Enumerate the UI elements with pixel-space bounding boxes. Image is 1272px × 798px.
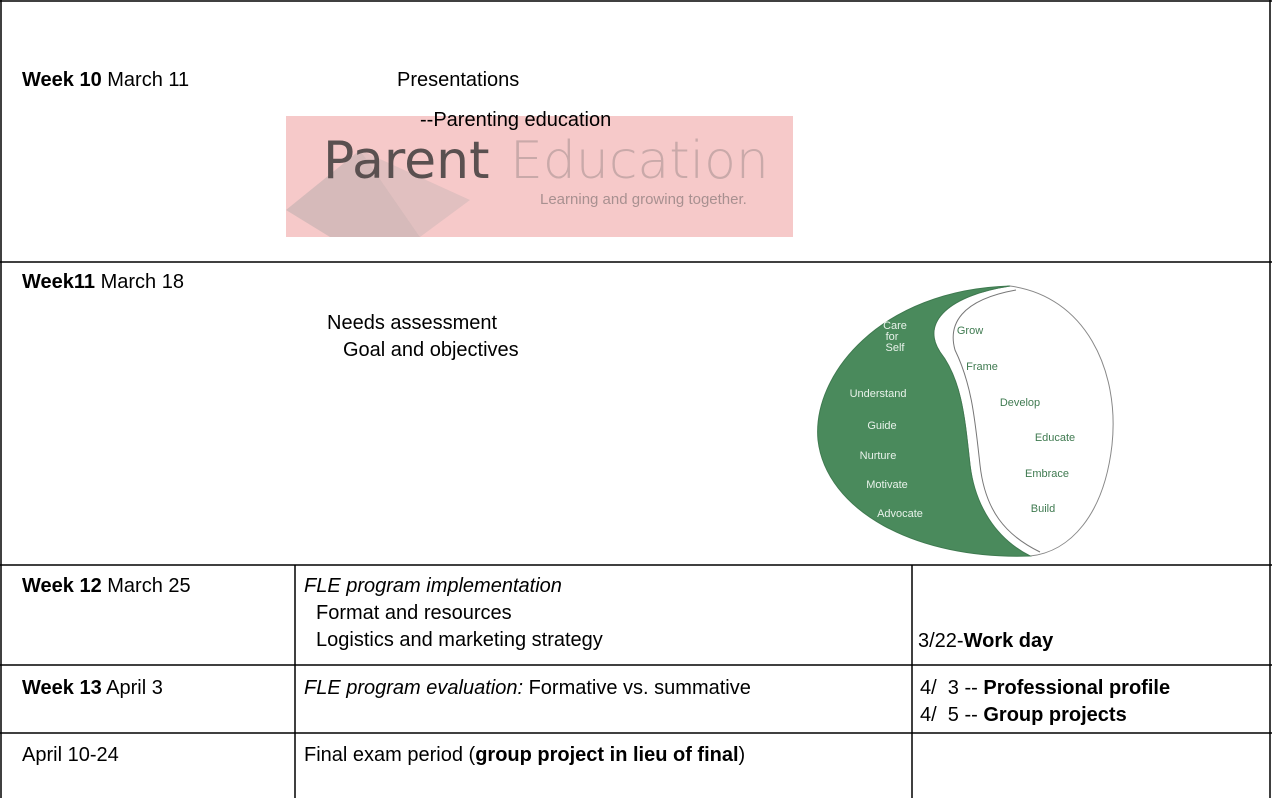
diagram-label: Motivate bbox=[866, 479, 908, 491]
week: Week 10 bbox=[22, 69, 102, 91]
topic-line: --Parenting education bbox=[420, 109, 612, 131]
topic-line: Format and resources bbox=[316, 602, 512, 624]
diagram-label: Educate bbox=[1035, 432, 1075, 444]
diagram-label: Care bbox=[883, 320, 907, 332]
logo-brand-accent: Education bbox=[510, 131, 769, 191]
date: April 3 bbox=[106, 677, 163, 699]
parenting-diagram: Care for Self Understand Guide Nurture M… bbox=[817, 285, 1114, 557]
date: April 10-24 bbox=[22, 744, 119, 766]
diagram-label: Self bbox=[886, 342, 906, 354]
topic: FLE program evaluation: Formative vs. su… bbox=[304, 676, 751, 700]
diagram-label: Understand bbox=[850, 388, 907, 400]
logo-brand: Parent bbox=[323, 131, 489, 191]
topic-line: Needs assessment bbox=[327, 312, 498, 334]
week-cell: Week 13 April 3 bbox=[22, 676, 163, 700]
diagram-right-labels: Grow Frame Develop Educate Embrace Build bbox=[957, 325, 1075, 515]
content-bold: group project in lieu of final bbox=[475, 744, 739, 766]
parent-education-logo: Parent Education Learning and growing to… bbox=[286, 116, 793, 237]
diagram-label: for bbox=[886, 331, 899, 343]
note: 4/ 3 -- Professional profile bbox=[920, 676, 1170, 700]
topic-title: FLE program evaluation: bbox=[304, 677, 524, 699]
note: 3/22-Work day bbox=[918, 629, 1053, 653]
week-cell: Week11 March 18 bbox=[22, 270, 184, 294]
date: March 25 bbox=[107, 575, 191, 597]
diagram-label: Guide bbox=[867, 420, 896, 432]
diagram-label: Grow bbox=[957, 325, 983, 337]
date: March 18 bbox=[100, 271, 184, 293]
diagram-label: Embrace bbox=[1025, 468, 1069, 480]
topic-title: FLE program implementation bbox=[304, 575, 562, 597]
content-after: ) bbox=[738, 744, 746, 766]
note-date: 4/ 5 -- bbox=[920, 704, 978, 726]
diagram-label: Build bbox=[1031, 503, 1055, 515]
topic-line: Logistics and marketing strategy bbox=[316, 629, 603, 651]
diagram-left-labels: Care for Self Understand Guide Nurture M… bbox=[850, 320, 923, 520]
week-cell: Week 10 March 11 bbox=[22, 68, 189, 92]
topic-line: Goal and objectives bbox=[343, 339, 519, 361]
note-date: 4/ 3 -- bbox=[920, 677, 978, 699]
note-text: Professional profile bbox=[983, 677, 1171, 699]
week: Week 13 bbox=[22, 677, 102, 699]
topic: FLE program implementation bbox=[304, 574, 562, 598]
diagram-label: Advocate bbox=[877, 508, 923, 520]
diagram-label: Nurture bbox=[860, 450, 897, 462]
note: 4/ 5 -- Group projects bbox=[920, 703, 1127, 727]
note-date: 3/22- bbox=[918, 630, 964, 652]
topic-detail: Formative vs. summative bbox=[528, 677, 751, 699]
note-text: Group projects bbox=[983, 704, 1127, 726]
diagram-label: Frame bbox=[966, 361, 998, 373]
week: Week 12 bbox=[22, 575, 102, 597]
logo-tagline: Learning and growing together. bbox=[540, 191, 747, 208]
week-cell: Week 12 March 25 bbox=[22, 574, 191, 598]
diagram-label: Develop bbox=[1000, 397, 1040, 409]
content-before: Final exam period ( bbox=[304, 744, 476, 766]
topic-line: Presentations bbox=[397, 69, 520, 91]
note-text: Work day bbox=[963, 630, 1054, 652]
date: March 11 bbox=[107, 69, 190, 91]
topic: Final exam period (group project in lieu… bbox=[304, 743, 745, 767]
week: Week11 bbox=[22, 271, 96, 293]
